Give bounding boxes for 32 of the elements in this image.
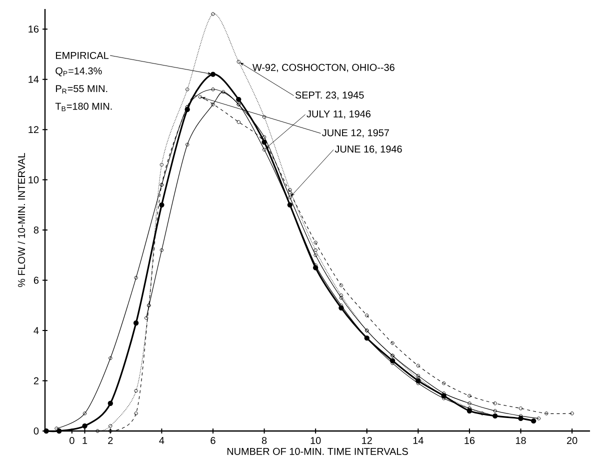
x-axis-title: NUMBER OF 10-MIN. TIME INTERVALS [227,448,408,455]
y-tick-label: 0 [34,427,39,435]
y-tick-label: 4 [34,327,39,334]
x-tick-label: 0 [70,437,74,444]
y-tick-label: 12 [28,126,38,134]
annotation: T$_{B}$=180 MIN. [55,102,112,112]
text: JUNE 12, 1957 [322,129,389,138]
x-tick-label: 12 [362,437,372,444]
y-tick-label: 16 [28,26,39,33]
y-tick-label: 10 [28,176,39,184]
x-tick-label: 18 [516,437,526,444]
x-tick-label: 16 [464,437,475,444]
text: SEPT. 23, 1945 [295,92,364,100]
x-tick-label: 14 [413,437,424,444]
text: W-92, COSHOCTON, OHIO--36 [252,64,394,72]
y-axis-title: % FLOW / 10-MIN. INTERVAL [18,152,26,287]
y-tick-label: 14 [28,76,39,83]
x-tick-label: 4 [159,437,164,444]
x-tick-label: 20 [567,437,578,444]
x-tick-label: 10 [310,437,321,444]
annotation: P$_{R}$=55 MIN. [56,85,108,94]
text: JULY 11, 1946 [306,110,371,119]
x-tick-label: 2 [108,437,113,444]
x-tick-label: 8 [262,437,267,444]
annotation: Q$_{P}$=14.3% [56,67,102,76]
y-tick-label: 2 [34,377,38,384]
text: JUNE 16, 1946 [334,146,402,154]
text: EMPIRICAL [56,52,109,59]
x-tick-label: 1 [82,437,88,444]
y-tick-label: 8 [34,226,39,234]
x-tick-label: 6 [210,437,216,444]
y-tick-label: 6 [34,276,39,284]
